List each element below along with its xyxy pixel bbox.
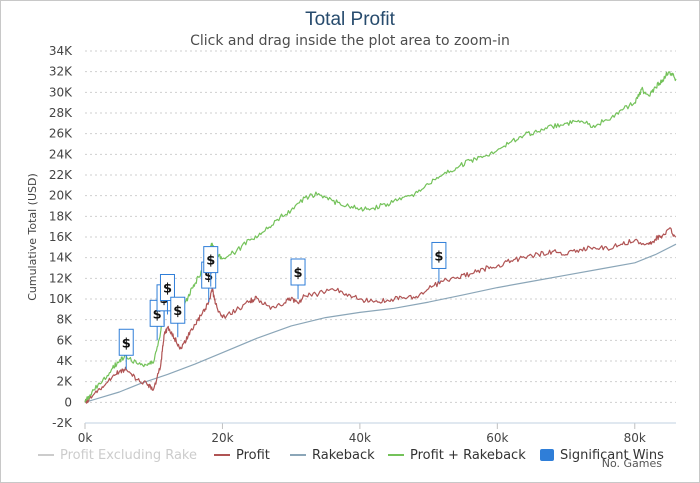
legend-box-swatch	[540, 449, 554, 461]
y-axis-ticks: -2K 0 2K 4K 6K 8K 10K 12K 14K 16K 18K 20K 22K 24K 26K 2…	[49, 44, 73, 430]
x-tick-label: 40k	[349, 431, 371, 445]
y-tick-label: 2K	[56, 375, 73, 389]
y-tick-label: 20K	[49, 189, 73, 203]
y-axis-title: Cumulative Total (USD)	[26, 173, 39, 301]
legend-line-swatch	[38, 454, 54, 456]
y-tick-label: 24K	[49, 147, 73, 161]
flag-symbol: $	[434, 249, 443, 264]
x-tick-label: 20k	[211, 431, 233, 445]
y-tick-label: 12K	[49, 271, 73, 285]
y-tick-label: 14K	[49, 251, 73, 265]
flag-symbol: $	[294, 266, 303, 281]
series-line-profit[interactable]	[84, 227, 677, 404]
x-tick-label: 80k	[624, 431, 646, 445]
legend-line-swatch	[290, 454, 306, 456]
y-tick-label: 30K	[49, 85, 73, 99]
y-tick-label: 28K	[49, 106, 73, 120]
x-axis-title: No. Games	[601, 457, 662, 470]
y-tick-label: 34K	[49, 44, 73, 58]
y-tick-label: 22K	[49, 168, 73, 182]
significant-win-flag[interactable]: $	[159, 274, 175, 315]
significant-win-flag[interactable]: $	[290, 258, 306, 299]
chart-subtitle: Click and drag inside the plot area to z…	[190, 33, 510, 49]
y-tick-label: 10K	[49, 292, 73, 306]
legend-label: Rakeback	[312, 447, 375, 463]
legend-label: Profit	[236, 447, 270, 463]
flag-box	[290, 258, 306, 286]
legend-line-swatch	[388, 454, 404, 456]
legend-item-profit-excluding-rake[interactable]: Profit Excluding Rake	[38, 446, 197, 464]
significant-win-flag[interactable]: $	[203, 246, 219, 287]
series-line-rakeback[interactable]	[84, 243, 677, 403]
flag-box	[159, 274, 175, 301]
legend-line-swatch	[214, 454, 230, 456]
y-tick-label: 32K	[49, 65, 73, 79]
flag-box	[203, 246, 219, 274]
y-tick-label: 6K	[56, 333, 73, 347]
grid-lines	[85, 50, 676, 424]
legend-label: Significant Wins	[560, 447, 664, 463]
flag-symbol: $	[204, 269, 213, 284]
legend-label: Profit + Rakeback	[410, 447, 526, 463]
legend-item-profit-plus-rakeback[interactable]: Profit + Rakeback	[388, 446, 526, 464]
legend: Profit Excluding Rake Profit Rakeback Pr…	[38, 446, 698, 466]
y-tick-label: 4K	[56, 354, 73, 368]
flag-symbol: $	[163, 282, 172, 297]
x-axis-ticks: 0k 20k 40k 60k 80k	[78, 423, 646, 445]
legend-item-significant-wins[interactable]: Significant Wins	[540, 446, 664, 464]
significant-wins-flags[interactable]: $$$$$$$$$	[118, 241, 447, 370]
y-tick-label: 0	[64, 395, 72, 409]
flag-box	[170, 296, 186, 324]
significant-win-flag[interactable]: $	[118, 328, 134, 370]
legend-label: Profit Excluding Rake	[60, 447, 197, 463]
y-tick-label: 16K	[49, 230, 73, 244]
legend-item-rakeback[interactable]: Rakeback	[290, 446, 375, 464]
chart-title: Total Profit	[305, 9, 395, 30]
flag-symbol: $	[206, 254, 215, 269]
y-tick-label: 8K	[56, 313, 73, 327]
significant-win-flag[interactable]: $	[431, 241, 447, 283]
flag-box	[431, 241, 447, 269]
y-tick-label: -2K	[52, 416, 73, 430]
x-tick-label: 0k	[78, 431, 93, 445]
x-tick-label: 60k	[486, 431, 508, 445]
flag-symbol: $	[173, 304, 182, 319]
y-tick-label: 26K	[49, 127, 73, 141]
significant-win-flag[interactable]: $	[170, 296, 186, 338]
flag-box	[118, 328, 134, 356]
y-tick-label: 18K	[49, 209, 73, 223]
legend-item-profit[interactable]: Profit	[214, 446, 270, 464]
flag-symbol: $	[122, 336, 131, 351]
flag-symbol: $	[153, 307, 162, 322]
